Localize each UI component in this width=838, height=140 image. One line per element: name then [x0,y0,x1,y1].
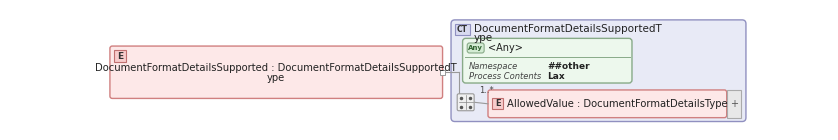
Bar [114,50,126,62]
Text: Process Contents: Process Contents [468,72,541,81]
Text: DocumentFormatDetailsSupported : DocumentFormatDetailsSupportedT: DocumentFormatDetailsSupported : Documen… [96,63,457,73]
Bar [727,90,741,118]
Text: E: E [116,52,123,61]
FancyBboxPatch shape [468,43,484,53]
FancyBboxPatch shape [458,94,474,111]
Bar [440,70,445,74]
Text: ype: ype [267,73,286,83]
Text: DocumentFormatDetailsSupportedT: DocumentFormatDetailsSupportedT [474,24,662,34]
Text: Namespace: Namespace [468,62,518,71]
Text: ##other: ##other [547,62,590,71]
Text: AllowedValue : DocumentFormatDetailsType: AllowedValue : DocumentFormatDetailsType [507,99,728,109]
Text: E: E [494,99,500,108]
FancyBboxPatch shape [110,46,442,98]
Text: ype: ype [474,33,494,43]
FancyBboxPatch shape [488,90,727,118]
Text: Any: Any [468,45,484,51]
Bar [455,24,470,34]
Text: 1..*: 1..* [478,86,494,95]
Text: Lax: Lax [547,72,565,81]
Text: <Any>: <Any> [488,43,523,53]
Text: CT: CT [457,25,468,34]
Text: +: + [730,99,737,109]
FancyBboxPatch shape [451,20,746,122]
FancyBboxPatch shape [463,38,632,83]
Bar [492,98,504,109]
